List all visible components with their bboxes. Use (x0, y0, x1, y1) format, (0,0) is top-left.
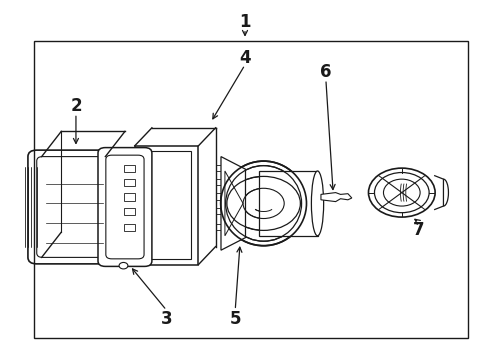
Text: 7: 7 (413, 221, 425, 239)
Ellipse shape (312, 171, 323, 236)
Circle shape (243, 188, 284, 219)
Bar (142, 151, 191, 259)
Text: 2: 2 (70, 97, 82, 115)
Circle shape (384, 179, 420, 206)
Bar (216, 165, 224, 171)
FancyBboxPatch shape (98, 148, 152, 266)
Bar (216, 193, 224, 200)
Ellipse shape (226, 166, 302, 241)
Text: 5: 5 (229, 310, 241, 328)
Bar (259, 171, 318, 236)
Polygon shape (225, 171, 243, 236)
Circle shape (227, 176, 300, 230)
Bar (124, 224, 135, 231)
Bar (124, 179, 135, 186)
Text: 1: 1 (239, 13, 251, 31)
Polygon shape (221, 157, 245, 250)
Circle shape (374, 172, 429, 213)
Bar (124, 193, 135, 201)
FancyBboxPatch shape (106, 155, 144, 259)
Ellipse shape (221, 161, 307, 246)
Polygon shape (321, 193, 352, 202)
Bar (34, 41, 468, 338)
Bar (216, 179, 224, 185)
Bar (124, 165, 135, 172)
Text: 4: 4 (239, 49, 251, 67)
Bar (216, 224, 224, 230)
Bar (124, 208, 135, 215)
Circle shape (119, 262, 128, 269)
Text: 3: 3 (161, 310, 172, 328)
Text: 6: 6 (320, 63, 332, 81)
Bar (135, 146, 198, 265)
Circle shape (368, 168, 435, 217)
Bar (216, 208, 224, 214)
